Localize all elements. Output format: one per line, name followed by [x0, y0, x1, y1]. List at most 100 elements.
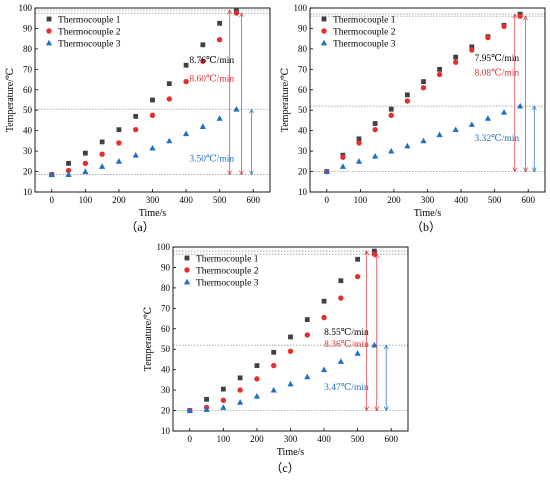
data-point-square — [200, 42, 206, 48]
data-point-circle — [287, 348, 294, 354]
data-point-square — [338, 278, 344, 284]
y-axis-label: Temperature/℃ — [5, 68, 16, 132]
chart-panel-1: 0 100 200 300 400 500 600 10 20 30 40 50 60 70 80 90 100… — [280, 3, 546, 234]
x-tick-label: 400 — [317, 434, 331, 444]
legend-marker — [46, 28, 52, 34]
y-tick-label: 60 — [161, 324, 171, 334]
data-point-square — [204, 396, 209, 402]
data-point-triangle — [304, 373, 311, 380]
data-point-triangle — [484, 115, 492, 121]
data-point-triangle — [216, 115, 223, 121]
legend-marker — [321, 28, 327, 34]
x-tick-label: 600 — [384, 434, 398, 444]
data-point-triangle — [371, 341, 378, 348]
arrow-head — [523, 167, 528, 173]
legend-label: Thermocouple 3 — [58, 39, 121, 49]
y-tick-label: 30 — [161, 385, 171, 395]
data-point-triangle — [452, 126, 459, 133]
data-point-triangle — [166, 137, 173, 144]
x-tick-label: 500 — [488, 195, 502, 205]
arrow-head — [249, 170, 254, 176]
y-tick-label: 30 — [23, 146, 33, 156]
data-point-triangle — [388, 147, 395, 154]
data-point-triangle — [287, 380, 294, 387]
data-point-circle — [233, 10, 240, 16]
data-point-circle — [372, 126, 378, 133]
data-point-triangle — [420, 137, 427, 144]
legend-label: Thermocouple 2 — [196, 266, 259, 276]
data-point-square — [356, 136, 362, 142]
y-tick-label: 50 — [23, 105, 33, 115]
legend-marker — [321, 16, 327, 22]
data-point-circle — [116, 140, 122, 146]
data-point-square — [469, 44, 475, 50]
x-axis-label: Time/s — [139, 208, 167, 219]
data-point-square — [372, 121, 378, 126]
y-tick-label: 10 — [298, 187, 308, 197]
data-point-triangle — [320, 366, 328, 373]
legend-label: Thermocouple 1 — [196, 254, 259, 264]
data-point-circle — [517, 13, 523, 19]
rate-label: 7.95℃/min — [475, 54, 520, 64]
data-point-triangle — [517, 102, 524, 109]
data-point-triangle — [48, 171, 55, 178]
x-tick-label: 200 — [387, 195, 401, 205]
y-tick-label: 20 — [161, 406, 171, 416]
chart-panel-0: 0 100 200 300 400 500 600 10 20 30 40 50 60 70 80 90 100… — [5, 3, 271, 234]
arrow-head — [512, 13, 518, 19]
data-point-triangle — [404, 142, 411, 149]
x-tick-label: 600 — [521, 195, 535, 205]
data-point-square — [404, 92, 410, 98]
y-tick-label: 60 — [298, 85, 308, 95]
x-tick-label: 300 — [146, 195, 160, 205]
data-point-square — [304, 317, 310, 322]
y-tick-label: 80 — [23, 44, 33, 54]
x-tick-label: 500 — [351, 434, 365, 444]
y-tick-label: 100 — [157, 242, 171, 252]
data-point-triangle — [233, 106, 240, 112]
y-tick-label: 50 — [161, 344, 171, 354]
rate-label: 8.08℃/min — [475, 68, 520, 78]
data-point-circle — [304, 332, 310, 338]
y-axis-label: Temperature/℃ — [280, 68, 291, 132]
y-tick-label: 50 — [298, 105, 308, 115]
data-point-triangle — [115, 158, 123, 164]
data-point-triangle — [203, 406, 210, 412]
data-point-square — [271, 349, 277, 355]
data-point-circle — [388, 112, 394, 119]
data-point-circle — [321, 314, 327, 321]
data-point-triangle — [355, 158, 363, 164]
y-tick-label: 90 — [23, 23, 33, 33]
data-point-circle — [340, 154, 346, 160]
data-point-square — [150, 97, 155, 103]
legend-marker — [184, 267, 190, 273]
x-tick-label: 300 — [421, 195, 435, 205]
data-point-square — [220, 386, 226, 392]
data-point-triangle — [270, 386, 277, 393]
y-tick-label: 80 — [298, 44, 308, 54]
legend-label: Thermocouple 2 — [333, 27, 396, 37]
y-tick-label: 90 — [161, 262, 171, 272]
legend-marker — [183, 278, 191, 285]
rate-label: 8.60℃/min — [189, 75, 234, 85]
y-tick-label: 20 — [23, 167, 33, 177]
data-point-circle — [436, 71, 443, 78]
y-tick-label: 90 — [298, 23, 308, 33]
data-point-circle — [82, 160, 89, 167]
data-point-triangle — [99, 163, 106, 169]
data-point-square — [217, 20, 223, 26]
arrow-head — [227, 9, 233, 15]
y-tick-label: 20 — [298, 167, 308, 177]
arrow-head — [364, 406, 370, 412]
data-point-circle — [183, 78, 189, 85]
data-point-square — [321, 298, 327, 304]
data-point-circle — [453, 59, 459, 65]
data-point-triangle — [323, 168, 330, 174]
chart-panel-2: 0 100 200 300 400 500 600 10 20 30 40 50 60 70 80 90 100… — [143, 242, 409, 475]
legend-marker — [320, 39, 328, 46]
x-tick-label: 100 — [217, 434, 231, 444]
data-point-square — [421, 79, 426, 84]
y-tick-label: 40 — [298, 126, 308, 136]
y-axis-label: Temperature/℃ — [143, 307, 154, 371]
legend-label: Thermocouple 3 — [333, 39, 396, 49]
